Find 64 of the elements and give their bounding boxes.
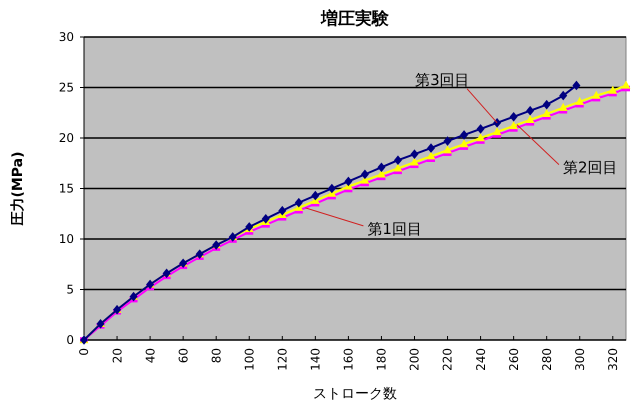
point bbox=[542, 108, 552, 117]
point bbox=[278, 206, 286, 216]
point bbox=[460, 139, 468, 148]
x-tick-label: 100 bbox=[242, 348, 256, 371]
y-tick-label: 25 bbox=[58, 80, 74, 95]
x-tick-label: 220 bbox=[440, 348, 455, 371]
y-tick-label: 20 bbox=[58, 131, 74, 146]
point bbox=[559, 90, 568, 100]
y-tick-label: 0 bbox=[66, 333, 74, 348]
y-tick-label: 10 bbox=[58, 232, 74, 246]
point bbox=[622, 80, 630, 89]
point bbox=[509, 121, 518, 130]
point bbox=[344, 176, 352, 186]
x-tick-label: 240 bbox=[474, 348, 488, 371]
point bbox=[493, 118, 502, 128]
point bbox=[328, 184, 336, 194]
y-axis-title: 圧力(MPa) bbox=[10, 151, 26, 227]
point bbox=[510, 112, 518, 122]
point bbox=[575, 96, 584, 105]
x-tick-label: 80 bbox=[209, 348, 224, 364]
point bbox=[426, 151, 436, 160]
point bbox=[608, 86, 618, 94]
point bbox=[572, 80, 580, 90]
point bbox=[410, 149, 418, 159]
point bbox=[427, 143, 436, 153]
x-tick-label: 300 bbox=[572, 348, 587, 371]
y-tick-label: 15 bbox=[58, 182, 74, 196]
x-tick-label: 140 bbox=[308, 348, 323, 371]
text: 第2回目 bbox=[562, 158, 618, 177]
point bbox=[526, 115, 535, 124]
y-tick-label: 5 bbox=[66, 282, 74, 297]
point bbox=[262, 214, 270, 224]
point bbox=[526, 106, 534, 116]
point bbox=[460, 130, 468, 140]
point bbox=[294, 198, 303, 208]
x-tick-label: 0 bbox=[77, 348, 92, 356]
text: 第1回目 bbox=[367, 220, 422, 238]
x-tick-label: 160 bbox=[342, 348, 356, 371]
point bbox=[443, 145, 452, 154]
point bbox=[542, 100, 551, 110]
x-tick-label: 180 bbox=[374, 348, 389, 371]
x-tick-label: 320 bbox=[606, 348, 620, 371]
point bbox=[444, 136, 452, 146]
x-tick-label: 120 bbox=[275, 348, 290, 371]
point bbox=[476, 133, 485, 142]
y-tick-label: 30 bbox=[58, 30, 74, 44]
point bbox=[394, 155, 402, 166]
chart-title: 増圧実験 bbox=[320, 8, 390, 29]
x-tick-label: 40 bbox=[143, 348, 158, 364]
x-tick-label: 280 bbox=[540, 348, 554, 371]
x-tick-label: 20 bbox=[110, 348, 124, 364]
point bbox=[476, 124, 485, 134]
point bbox=[592, 90, 601, 99]
point bbox=[492, 127, 502, 136]
point bbox=[377, 162, 386, 172]
point bbox=[558, 102, 568, 111]
x-tick-label: 200 bbox=[408, 348, 422, 371]
point bbox=[360, 170, 369, 180]
point bbox=[394, 164, 402, 172]
x-axis-title: ストローク数 bbox=[313, 386, 397, 402]
x-tick-label: 260 bbox=[506, 348, 521, 371]
point bbox=[311, 190, 320, 200]
text: 第3回目 bbox=[415, 70, 470, 89]
x-tick-label: 60 bbox=[176, 348, 190, 364]
